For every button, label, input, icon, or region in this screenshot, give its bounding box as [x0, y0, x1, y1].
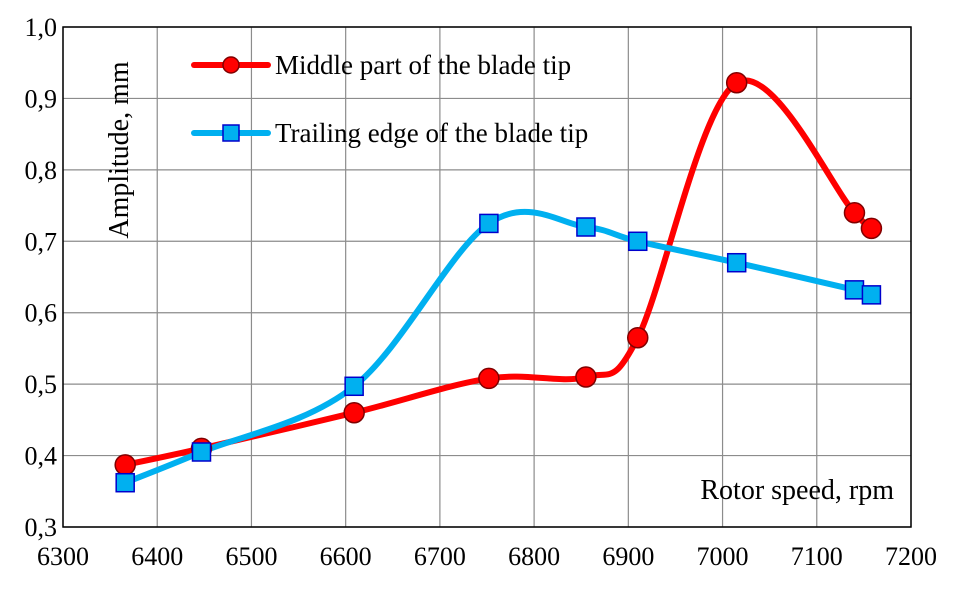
data-point-circle [114, 454, 136, 476]
x-tick-label: 6600 [320, 542, 372, 571]
x-tick-label: 7200 [885, 542, 937, 571]
y-tick-label: 0,8 [25, 156, 58, 185]
data-point-circle [575, 366, 597, 388]
legend-entry-middle-part: Middle part of the blade tip [191, 50, 571, 80]
plot-area-border [62, 26, 912, 528]
legend: Middle part of the blade tip Trailing ed… [191, 50, 588, 148]
data-point-square [191, 442, 212, 462]
data-point-square [115, 472, 135, 493]
legend-entry-trailing-edge: Trailing edge of the blade tip [191, 118, 588, 148]
data-point-circle [343, 401, 365, 424]
data-point-circle [860, 217, 883, 240]
y-tick-label: 0,7 [25, 227, 58, 256]
markers-trailing-edge [115, 213, 882, 493]
series-line [122, 209, 875, 486]
y-tick-label: 1,0 [25, 13, 58, 42]
x-tick-label: 7000 [697, 542, 749, 571]
y-tick-label: 0,3 [25, 513, 58, 542]
y-axis-title: Amplitude, mm [104, 61, 135, 239]
data-point-square [844, 280, 865, 300]
data-point-square [726, 252, 747, 273]
legend-label-trailing-edge: Trailing edge of the blade tip [275, 118, 588, 148]
data-point-square [861, 285, 882, 305]
x-tick-label: 6700 [414, 542, 466, 571]
legend-marker-trailing-edge [222, 124, 240, 142]
x-tick-label: 6300 [37, 542, 89, 571]
y-tick-label: 0,5 [25, 370, 58, 399]
x-axis-title: Rotor speed, rpm [700, 475, 894, 506]
data-point-square [344, 376, 364, 397]
data-point-circle [627, 326, 649, 349]
series-group [114, 71, 883, 493]
tick-labels: 6300 6400 6500 6600 6700 6800 6900 7000 7100 7200… [25, 13, 938, 571]
data-point-circle [478, 367, 500, 390]
data-point-square [576, 217, 596, 237]
markers-middle-part [114, 71, 883, 476]
y-tick-label: 0,6 [25, 299, 58, 328]
data-point-square [628, 231, 648, 252]
x-tick-label: 7100 [791, 542, 843, 571]
legend-marker-middle-part [222, 56, 240, 74]
legend-label-middle-part: Middle part of the blade tip [275, 50, 571, 80]
y-tick-label: 0,4 [25, 442, 58, 471]
x-tick-label: 6900 [602, 542, 654, 571]
data-point-square [479, 213, 499, 234]
x-tick-label: 6500 [225, 542, 277, 571]
x-tick-label: 6800 [508, 542, 560, 571]
data-point-circle [725, 71, 748, 94]
y-tick-label: 0,9 [25, 84, 58, 113]
series-trailing-edge [122, 209, 875, 486]
data-point-circle [843, 201, 866, 224]
x-tick-label: 6400 [131, 542, 183, 571]
